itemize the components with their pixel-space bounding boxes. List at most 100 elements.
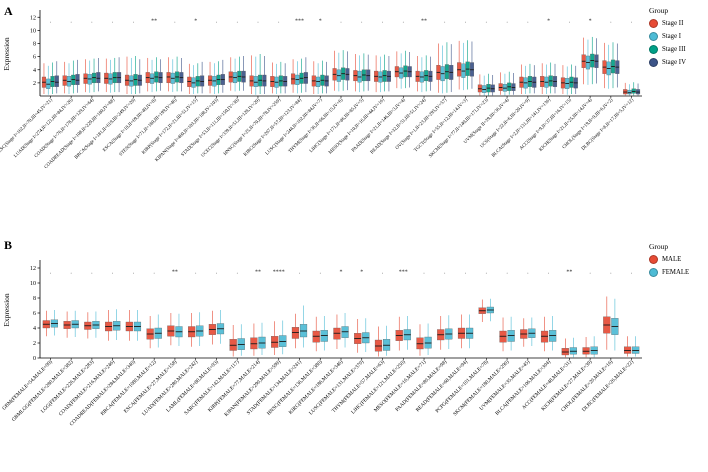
panel-b-legend: Group MALE FEMALE	[649, 242, 707, 281]
significance-marker: **	[151, 19, 157, 25]
significance-marker: .	[610, 269, 612, 275]
significance-marker: .	[195, 269, 197, 275]
legend-color-swatch-icon	[649, 32, 658, 41]
legend-item-stage-iii: Stage III	[649, 45, 707, 54]
y-axis-title: Expression	[2, 293, 11, 327]
panel-a-tag: A	[4, 4, 13, 18]
legend-label: Stage II	[662, 20, 684, 27]
box	[200, 75, 205, 87]
significance-marker: *	[360, 269, 363, 275]
significance-marker: .	[340, 19, 342, 25]
legend-item-stage-iv: Stage IV	[649, 58, 707, 67]
box	[75, 74, 80, 85]
significance-marker: .	[403, 19, 405, 25]
significance-marker: *	[319, 19, 322, 25]
significance-marker: *	[194, 19, 197, 25]
significance-marker: .	[236, 269, 238, 275]
significance-marker: **	[255, 269, 261, 275]
significance-marker: .	[133, 19, 135, 25]
significance-marker: .	[70, 269, 72, 275]
significance-marker: **	[421, 19, 427, 25]
significance-marker: .	[465, 269, 467, 275]
significance-marker: .	[631, 19, 633, 25]
significance-marker: .	[486, 19, 488, 25]
significance-marker: ***	[295, 19, 304, 25]
panel-b-tag: B	[4, 238, 13, 252]
significance-marker: .	[112, 19, 114, 25]
y-tick-label: 10	[30, 281, 36, 287]
legend-title: Group	[649, 242, 669, 251]
significance-marker: .	[527, 269, 529, 275]
significance-marker: .	[527, 19, 529, 25]
significance-marker: .	[257, 19, 259, 25]
y-tick-label: 12	[30, 266, 36, 272]
significance-marker: *	[547, 19, 550, 25]
y-tick-label: 6	[33, 311, 36, 317]
significance-marker: .	[50, 269, 52, 275]
y-tick-label: 8	[33, 296, 36, 302]
box	[96, 72, 101, 84]
y-tick-label: 2	[33, 341, 36, 347]
y-tick-label: 12	[30, 15, 36, 21]
y-tick-label: 8	[33, 42, 36, 48]
significance-marker: .	[153, 269, 155, 275]
significance-marker: .	[319, 269, 321, 275]
significance-marker: .	[548, 269, 550, 275]
legend-color-swatch-icon	[649, 58, 658, 67]
significance-marker: **	[566, 269, 572, 275]
significance-marker: .	[506, 19, 508, 25]
significance-marker: **	[172, 269, 178, 275]
y-tick-label: 0	[33, 356, 36, 362]
legend-label: FEMALE	[662, 269, 690, 276]
legend-title: Group	[649, 6, 669, 15]
significance-marker: .	[112, 269, 114, 275]
legend-label: Stage IV	[662, 59, 686, 66]
legend-color-swatch-icon	[649, 19, 658, 28]
y-tick-label: 2	[33, 81, 36, 87]
significance-marker: .	[216, 269, 218, 275]
significance-marker: *	[589, 19, 592, 25]
y-tick-label: 6	[33, 55, 36, 61]
y-tick-label: 10	[30, 28, 36, 34]
significance-marker: .	[278, 19, 280, 25]
y-tick-label: 4	[33, 326, 36, 332]
significance-marker: *	[340, 269, 343, 275]
legend-item-male: MALE	[649, 255, 707, 264]
legend-label: MALE	[662, 256, 682, 263]
panel-b-boxplot-chart: 024681012ExpressionGBM(FEMALE=54,MALE=99…	[1, 260, 642, 427]
y-tick-label: 4	[33, 68, 36, 74]
significance-marker: .	[589, 269, 591, 275]
significance-marker: .	[506, 269, 508, 275]
significance-marker: .	[236, 19, 238, 25]
legend-label: Stage III	[662, 46, 686, 53]
box	[54, 75, 59, 87]
significance-marker: .	[70, 19, 72, 25]
significance-marker: .	[50, 19, 52, 25]
significance-marker: .	[174, 19, 176, 25]
legend-item-stage-ii: Stage II	[649, 19, 707, 28]
legend-color-swatch-icon	[649, 255, 658, 264]
significance-marker: .	[569, 19, 571, 25]
significance-marker: .	[444, 269, 446, 275]
significance-marker: .	[631, 269, 633, 275]
legend-color-swatch-icon	[649, 268, 658, 277]
legend-item-female: FEMALE	[649, 268, 707, 277]
significance-marker: .	[382, 269, 384, 275]
significance-marker: ****	[273, 269, 285, 275]
significance-marker: .	[610, 19, 612, 25]
significance-marker: .	[486, 269, 488, 275]
box	[253, 76, 258, 87]
significance-marker: .	[133, 269, 135, 275]
legend-color-swatch-icon	[649, 45, 658, 54]
significance-marker: .	[423, 269, 425, 275]
significance-marker: .	[444, 19, 446, 25]
significance-marker: .	[91, 269, 93, 275]
significance-marker: .	[465, 19, 467, 25]
significance-marker: .	[382, 19, 384, 25]
significance-marker: .	[361, 19, 363, 25]
significance-marker: .	[216, 19, 218, 25]
box	[166, 72, 171, 84]
panel-a-legend: Group Stage II Stage I Stage III Stage IV	[649, 6, 707, 71]
